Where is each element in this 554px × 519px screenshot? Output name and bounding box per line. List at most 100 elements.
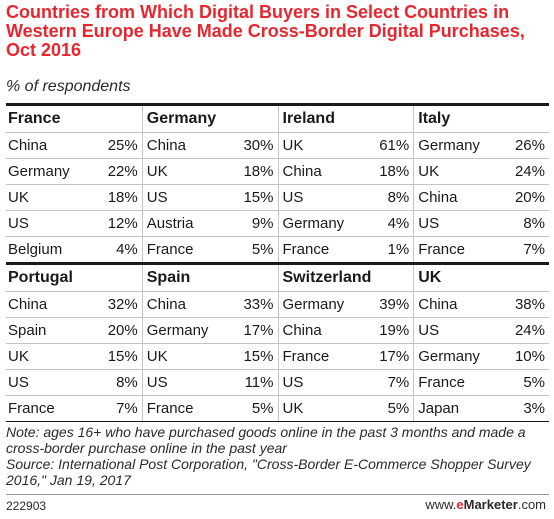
column-header: Spain (143, 265, 278, 291)
country-column: Portugal China 32% Spain 20% UK 15% US 8% France 7… (6, 265, 142, 421)
percent-value: 20% (107, 322, 138, 339)
footnote: Note: ages 16+ who have purchased goods … (6, 424, 551, 488)
percent-value: 30% (243, 137, 274, 154)
table-row: Germany 4% (278, 210, 414, 236)
origin-country-label: US (418, 215, 440, 232)
percent-value: 19% (379, 322, 410, 339)
table-row: China 20% (414, 184, 549, 210)
column-header: Germany (143, 106, 278, 132)
table-row: US 8% (414, 210, 549, 236)
origin-country-label: France (418, 374, 465, 391)
origin-country-label: UK (8, 189, 29, 206)
origin-country-label: China (282, 322, 322, 339)
percent-value: 39% (379, 296, 410, 313)
table-row: US 24% (414, 317, 549, 343)
percent-value: 24% (514, 163, 545, 180)
percent-value: 24% (514, 322, 545, 339)
table-row: Germany 10% (414, 343, 549, 369)
table-row: Japan 3% (414, 395, 549, 421)
origin-country-label: China (8, 296, 48, 313)
table-row: China 38% (414, 291, 549, 317)
table-row: UK 15% (142, 343, 278, 369)
table-band: Portugal China 32% Spain 20% UK 15% US 8% France 7… (6, 265, 549, 421)
country-name: UK (418, 269, 442, 286)
percent-value: 5% (387, 400, 410, 417)
origin-country-label: UK (8, 348, 29, 365)
country-column: France China 25% Germany 22% UK 18% US 12% Belgiu… (6, 106, 142, 262)
percent-value: 5% (523, 374, 545, 391)
origin-country-label: Austria (146, 215, 194, 232)
table-band: France China 25% Germany 22% UK 18% US 12% Belgiu… (6, 106, 549, 262)
table-row: China 19% (278, 317, 414, 343)
percent-value: 5% (251, 241, 274, 258)
chart-subtitle: % of respondents (6, 78, 131, 95)
percent-value: 17% (379, 348, 410, 365)
percent-value: 7% (116, 400, 138, 417)
percent-value: 26% (514, 137, 545, 154)
table-row: Germany 17% (142, 317, 278, 343)
table-row: US 15% (142, 184, 278, 210)
percent-value: 7% (523, 241, 545, 258)
percent-value: 15% (243, 189, 274, 206)
origin-country-label: US (8, 374, 29, 391)
origin-country-label: US (282, 189, 304, 206)
percent-value: 8% (116, 374, 138, 391)
table-row: US 8% (278, 184, 414, 210)
origin-country-label: China (146, 296, 186, 313)
origin-country-label: US (8, 215, 29, 232)
origin-country-label: France (146, 400, 194, 417)
chart-title: Countries from Which Digital Buyers in S… (6, 2, 525, 60)
origin-country-label: UK (146, 348, 168, 365)
column-header: France (6, 106, 142, 132)
table-row: Belgium 4% (6, 236, 142, 262)
origin-country-label: Germany (282, 215, 345, 232)
origin-country-label: France (282, 348, 330, 365)
table-row: Germany 22% (6, 158, 142, 184)
percent-value: 18% (379, 163, 410, 180)
percent-value: 8% (523, 215, 545, 232)
column-header: Italy (414, 106, 549, 132)
origin-country-label: Germany (418, 348, 480, 365)
table-row: France 1% (278, 236, 414, 262)
origin-country-label: Germany (418, 137, 480, 154)
origin-country-label: UK (418, 163, 440, 180)
percent-value: 7% (387, 374, 410, 391)
percent-value: 25% (107, 137, 138, 154)
table-row: UK 61% (278, 132, 414, 158)
country-column: Ireland UK 61% China 18% US 8% Germany 4% France 1… (277, 106, 414, 262)
chart-id: 222903 (6, 499, 47, 513)
origin-country-label: Germany (282, 296, 345, 313)
table-row: Spain 20% (6, 317, 142, 343)
origin-country-label: Belgium (8, 241, 63, 258)
origin-country-label: China (418, 296, 458, 313)
percent-value: 12% (107, 215, 138, 232)
percent-value: 33% (243, 296, 274, 313)
origin-country-label: China (282, 163, 322, 180)
percent-value: 32% (107, 296, 138, 313)
percent-value: 17% (243, 322, 274, 339)
table-row: France 17% (278, 343, 414, 369)
percent-value: 3% (523, 400, 545, 417)
origin-country-label: Germany (146, 322, 209, 339)
brand-logo: www.eMarketer.com (425, 497, 546, 512)
origin-country-label: UK (282, 137, 304, 154)
percent-value: 20% (514, 189, 545, 206)
origin-country-label: France (8, 400, 55, 417)
country-column: Germany China 30% UK 18% US 15% Austria 9% France… (141, 106, 278, 262)
table-row: China 30% (142, 132, 278, 158)
table-bottom-rule (6, 421, 549, 422)
country-name: France (8, 110, 61, 127)
percent-value: 15% (107, 348, 138, 365)
origin-country-label: China (8, 137, 48, 154)
table-row: France 5% (414, 369, 549, 395)
percent-value: 18% (107, 189, 138, 206)
percent-value: 38% (514, 296, 545, 313)
origin-country-label: US (146, 374, 168, 391)
band-top-rule (6, 262, 549, 265)
origin-country-label: UK (282, 400, 304, 417)
table-row: France 5% (142, 236, 278, 262)
country-name: Spain (146, 269, 191, 286)
country-name: Switzerland (282, 269, 372, 286)
table-row: US 11% (142, 369, 278, 395)
percent-value: 9% (251, 215, 274, 232)
